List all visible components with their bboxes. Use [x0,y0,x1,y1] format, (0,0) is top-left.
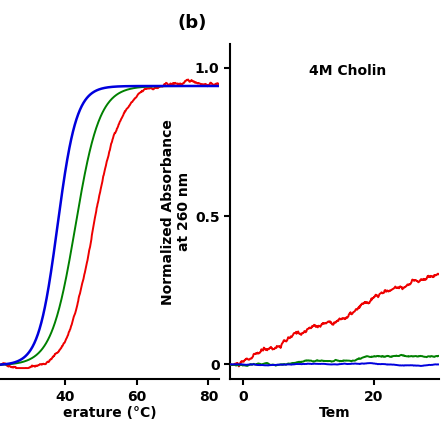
X-axis label: erature (°C): erature (°C) [63,407,157,420]
Y-axis label: Normalized Absorbance
at 260 nm: Normalized Absorbance at 260 nm [161,119,191,305]
X-axis label: Tem: Tem [318,407,350,420]
Text: (b): (b) [178,14,207,32]
Text: 4M Cholin: 4M Cholin [309,64,387,78]
